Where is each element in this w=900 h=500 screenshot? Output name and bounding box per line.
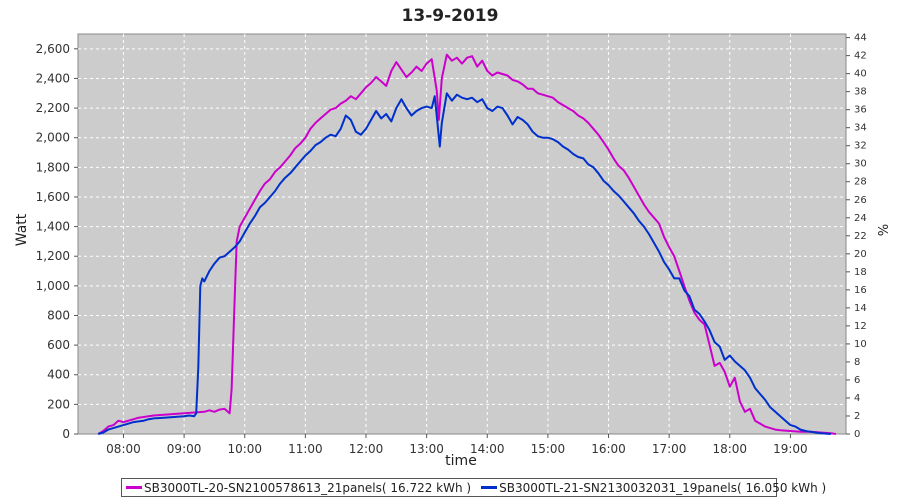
series-line-2: [97, 92, 831, 435]
y-tick-label: 0: [62, 427, 70, 441]
y-tick-label: 2,000: [36, 131, 70, 145]
legend-item-series-2[interactable]: SB3000TL-21-SN2130032031_19panels( 16.05…: [481, 481, 826, 495]
y2-tick-label: 0: [854, 429, 860, 440]
x-tick-label: 08:00: [106, 442, 141, 456]
y2-tick-label: 24: [854, 213, 867, 224]
chart-title: 13-9-2019: [402, 6, 499, 26]
x-tick-label: 18:00: [712, 442, 747, 456]
y2-tick-label: 10: [854, 339, 867, 350]
y2-tick-label: 28: [854, 177, 867, 188]
x-tick-label: 19:00: [773, 442, 808, 456]
y2-tick-label: 38: [854, 87, 867, 98]
x-tick-label: 17:00: [652, 442, 687, 456]
y2-tick-label: 34: [854, 123, 867, 134]
y2-tick-label: 36: [854, 105, 867, 116]
y-tick-label: 2,600: [36, 42, 70, 56]
y2-tick-label: 8: [854, 357, 860, 368]
y2-tick-label: 12: [854, 321, 867, 332]
x-tick-label: 16:00: [591, 442, 626, 456]
x-axis-label: time: [445, 453, 477, 469]
y-tick-label: 1,600: [36, 190, 70, 204]
series-line-1: [97, 53, 837, 435]
grid-lines: [78, 34, 846, 434]
x-tick-label: 12:00: [349, 442, 384, 456]
y-tick-label: 600: [47, 338, 70, 352]
y2-tick-label: 14: [854, 303, 867, 314]
legend-label-series-1: SB3000TL-20-SN2100578613_21panels( 16.72…: [144, 480, 472, 495]
plot-area: [77, 33, 847, 435]
y2-tick-label: 2: [854, 411, 860, 422]
y2-tick-label: 30: [854, 159, 867, 170]
y-tick-label: 200: [47, 397, 70, 411]
axes: 02004006008001,0001,2001,4001,6001,8002,…: [36, 33, 867, 456]
y2-tick-label: 18: [854, 267, 867, 278]
y2-tick-label: 42: [854, 51, 867, 62]
legend-swatch-series-1: [126, 486, 142, 489]
y-tick-label: 1,400: [36, 220, 70, 234]
y-tick-label: 2,400: [36, 71, 70, 85]
x-tick-label: 10:00: [227, 442, 262, 456]
y-tick-label: 1,800: [36, 160, 70, 174]
x-tick-label: 09:00: [167, 442, 202, 456]
y2-tick-label: 26: [854, 195, 867, 206]
series-layer: [97, 53, 837, 435]
y2-tick-label: 44: [854, 33, 867, 44]
line-chart: 13-9-2019 02004006008001,0001,2001,4001,…: [14, 6, 889, 469]
y2-tick-label: 6: [854, 375, 860, 386]
y2-tick-label: 22: [854, 231, 867, 242]
y-tick-label: 1,200: [36, 249, 70, 263]
legend-item-series-1[interactable]: SB3000TL-20-SN2100578613_21panels( 16.72…: [126, 481, 471, 495]
legend: SB3000TL-20-SN2100578613_21panels( 16.72…: [121, 478, 826, 497]
x-tick-label: 11:00: [288, 442, 323, 456]
y2-axis-label: %: [874, 224, 889, 236]
y2-tick-label: 16: [854, 285, 867, 296]
y-tick-label: 800: [47, 308, 70, 322]
y2-tick-label: 20: [854, 249, 867, 260]
y-tick-label: 1,000: [36, 279, 70, 293]
y-axis-label: Watt: [14, 213, 30, 246]
y-tick-label: 400: [47, 368, 70, 382]
x-tick-label: 13:00: [409, 442, 444, 456]
y2-tick-label: 32: [854, 141, 867, 152]
y2-tick-label: 4: [854, 393, 860, 404]
y-tick-label: 2,200: [36, 101, 70, 115]
y2-tick-label: 40: [854, 69, 867, 80]
legend-swatch-series-2: [481, 486, 498, 489]
x-tick-label: 15:00: [531, 442, 566, 456]
x-tick-label: 14:00: [470, 442, 505, 456]
legend-label-series-2: SB3000TL-21-SN2130032031_19panels( 16.05…: [499, 480, 827, 495]
